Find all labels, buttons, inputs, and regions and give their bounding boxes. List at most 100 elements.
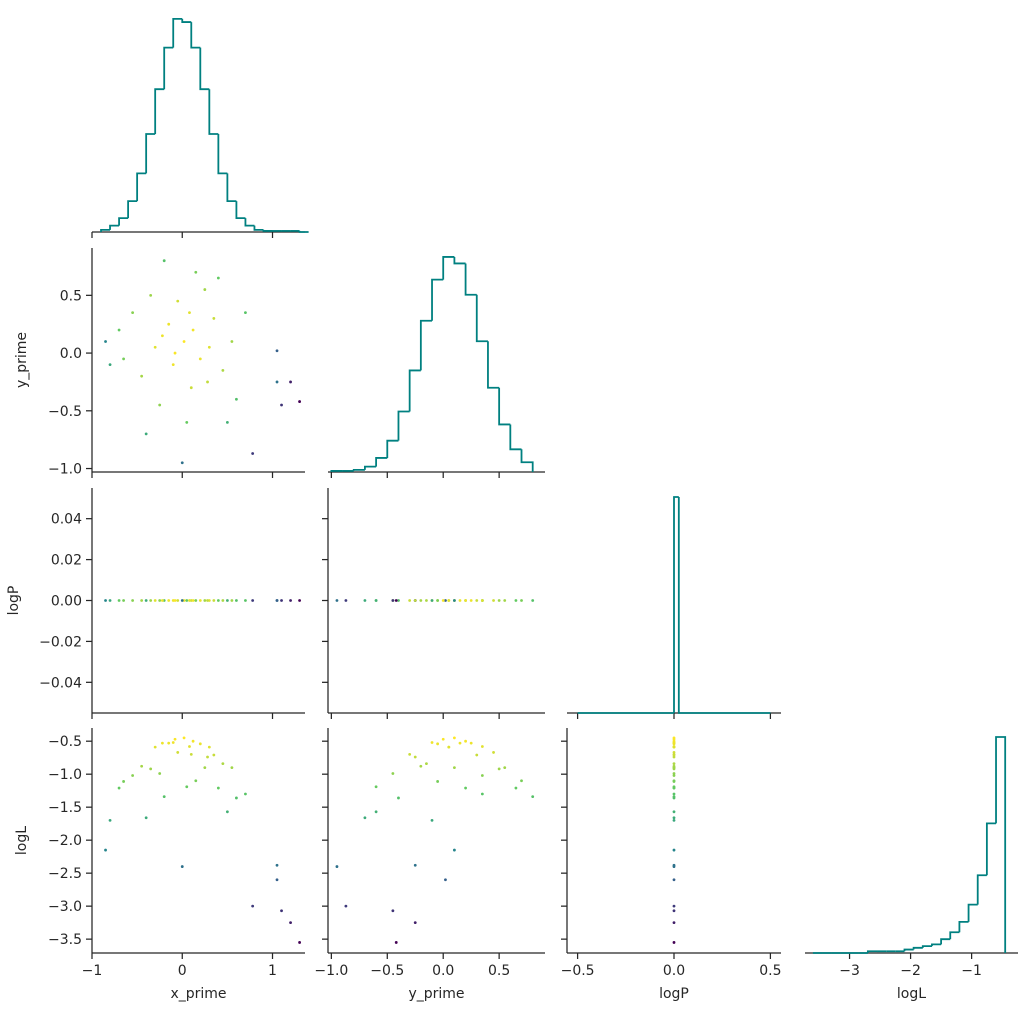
scatter-point [158,599,162,602]
histogram-step [442,256,455,280]
scatter-point [419,599,423,602]
scatter-point [672,792,676,796]
scatter-point [140,599,144,602]
scatter-point [672,863,676,867]
scatter-point [221,762,225,766]
x-tick-label: 0.5 [488,963,510,979]
scatter-point [235,796,238,800]
y-tick-label: 0.04 [51,512,82,528]
scatter-point [251,599,255,602]
scatter-point [672,755,676,759]
histogram-step [217,133,228,175]
scatter-point [144,816,148,820]
scatter-point [497,599,501,602]
scatter-point [117,328,121,332]
scatter-point [167,741,171,745]
histogram-step [127,200,138,219]
histogram-step [866,950,878,953]
scatter-point [363,816,367,820]
scatter-point [298,599,301,602]
scatter-point [188,599,191,602]
scatter-point [430,741,434,744]
scatter-point [225,810,229,814]
scatter-point [492,599,495,602]
scatter-point [452,736,456,740]
scatter-point [475,753,479,757]
scatter-point [188,745,191,748]
histogram-step [330,470,343,472]
y-tick-label: −0.5 [48,404,82,420]
histogram-step [985,822,997,876]
scatter-point [180,461,184,465]
histogram-step [145,133,156,174]
histogram-step [520,449,534,472]
histogram-step [958,920,969,933]
scatter-point [413,599,417,602]
scatter-point [394,599,398,602]
scatter-point [363,599,367,602]
histogram-step [408,369,421,412]
y-tick-label: −0.04 [39,675,82,691]
scatter-point [221,368,225,372]
scatter-point [344,599,348,602]
scatter-point [131,311,135,315]
scatter-point [149,599,153,602]
scatter-point [176,299,180,303]
scatter-point [173,599,177,602]
scatter-point [397,599,400,602]
scatter-point [514,786,518,790]
scatter-point [160,599,164,602]
scatter-point [244,792,247,796]
scatter-point [520,599,523,602]
scatter-point [374,810,378,814]
histogram-step [921,945,932,948]
histogram-step [262,229,273,232]
scatter-point [289,599,292,602]
scatter-point [180,865,184,868]
histogram-step [431,278,444,321]
scatter-point [191,328,195,332]
scatter-point [206,380,209,384]
x-axis-label: logP [659,986,689,1002]
scatter-point [230,599,234,602]
histogram-step [487,341,500,389]
histogram-step [673,496,679,713]
y-tick-label: 0.02 [51,553,82,569]
histogram-step [253,225,264,231]
y-tick-label: −3.0 [48,899,82,915]
y-axis-label: logL [14,826,30,855]
scatter-point [153,745,157,749]
scatter-point [344,904,348,908]
scatter-point [464,786,467,790]
histogram-step [118,217,129,226]
scatter-point [280,599,283,602]
scatter-point [391,772,395,775]
y-tick-label: −2.0 [48,833,82,849]
scatter-point [108,818,112,822]
scatter-point [140,374,144,378]
histogram-step [298,230,309,233]
histogram-step [464,263,477,296]
scatter-point [280,909,283,913]
histogram-step [199,47,210,91]
scatter-point [672,780,676,783]
histogram-step [419,319,433,371]
scatter-point [480,774,484,777]
scatter-point [203,599,207,602]
scatter-point [672,878,676,882]
scatter-point [173,737,177,741]
scatter-point [275,349,279,353]
histogram-step [912,946,923,950]
scatter-point [216,599,220,602]
scatter-point [672,772,676,775]
histogram-step [364,465,377,470]
scatter-point [198,599,202,602]
scatter-point [458,741,462,745]
scatter-point [520,779,523,783]
y-tick-label: 0.00 [51,594,82,610]
scatter-point [225,420,229,424]
scatter-point [672,762,676,766]
scatter-point [444,878,447,882]
scatter-point [171,363,175,367]
scatter-point [275,599,279,602]
